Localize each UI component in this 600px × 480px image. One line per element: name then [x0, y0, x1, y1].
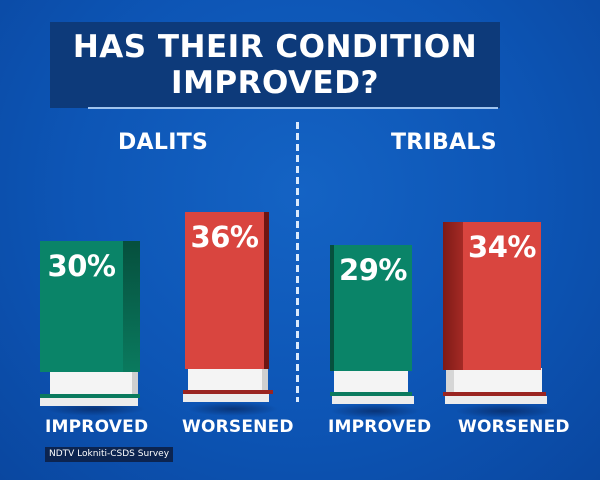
bar-dalits-worsened: 36% [185, 212, 269, 369]
bar-tribals-improved: 29% [330, 245, 414, 371]
bar-value: 34% [468, 230, 536, 264]
chart-title-line-1: HAS THEIR CONDITION [72, 29, 478, 65]
bar-tribals-worsened: 34% [443, 222, 541, 370]
bar-shadow [330, 404, 420, 418]
chart-title-line-2: IMPROVED? [171, 65, 379, 101]
group-title-dalits: DALITS [118, 130, 209, 155]
bar-base [328, 370, 416, 412]
bar-base [183, 368, 278, 410]
title-box: HAS THEIR CONDITION IMPROVED? [50, 22, 500, 108]
label-dalits-improved: IMPROVED [45, 417, 149, 437]
bar-base [443, 368, 553, 412]
bar-dalits-improved: 30% [40, 241, 140, 372]
bar-value: 29% [339, 253, 407, 287]
dashed-divider [296, 122, 299, 402]
bar-base [38, 370, 143, 410]
label-dalits-worsened: WORSENED [182, 417, 294, 437]
label-tribals-worsened: WORSENED [458, 417, 570, 437]
source-caption: NDTV Lokniti-CSDS Survey [45, 447, 174, 462]
bar-shadow [455, 404, 555, 418]
bar-value: 36% [190, 220, 259, 254]
label-tribals-improved: IMPROVED [328, 417, 432, 437]
bar-shadow [188, 402, 278, 416]
title-underline [88, 107, 498, 109]
group-title-tribals: TRIBALS [391, 130, 497, 155]
bar-value: 30% [47, 249, 116, 283]
